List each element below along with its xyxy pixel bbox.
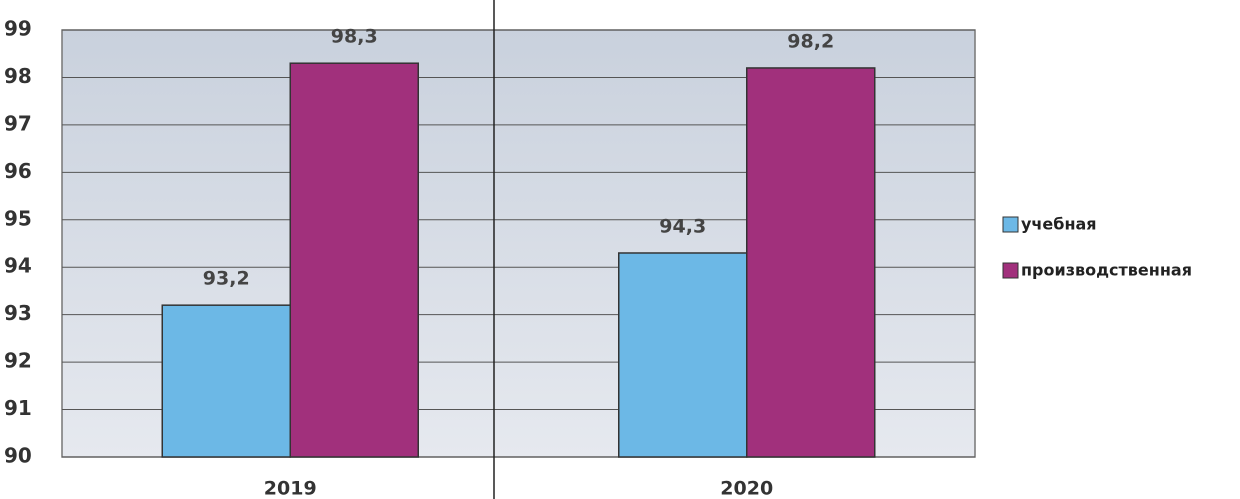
y-tick-label: 91 xyxy=(4,396,32,420)
data-label: 94,3 xyxy=(659,215,706,237)
x-tick-label: 2020 xyxy=(720,478,773,499)
bar xyxy=(618,252,748,458)
data-label: 98,2 xyxy=(787,30,834,52)
y-tick-label: 95 xyxy=(4,206,32,230)
x-tick-label: 2019 xyxy=(264,478,317,499)
y-tick-label: 97 xyxy=(4,111,32,135)
y-tick-label: 92 xyxy=(4,349,32,373)
data-label: 93,2 xyxy=(203,268,250,290)
y-tick-label: 96 xyxy=(4,159,32,183)
y-tick-label: 90 xyxy=(4,444,32,468)
y-tick-label: 98 xyxy=(4,64,32,88)
chart-layer: 90 91 92 93 94 95 96 97 98 99 2019 93,2 98,3 2020 94,3… xyxy=(4,17,975,499)
legend-label: учебная xyxy=(1021,215,1097,234)
data-label: 98,3 xyxy=(331,26,378,48)
y-tick-label: 94 xyxy=(4,254,32,278)
bar xyxy=(161,304,291,458)
bar xyxy=(289,62,419,458)
y-tick-label: 99 xyxy=(4,17,32,41)
y-tick-label: 93 xyxy=(4,301,32,325)
legend-swatch xyxy=(1002,262,1019,279)
legend-label: производственная xyxy=(1021,261,1192,280)
bar xyxy=(746,67,876,458)
legend-swatch xyxy=(1002,216,1019,233)
